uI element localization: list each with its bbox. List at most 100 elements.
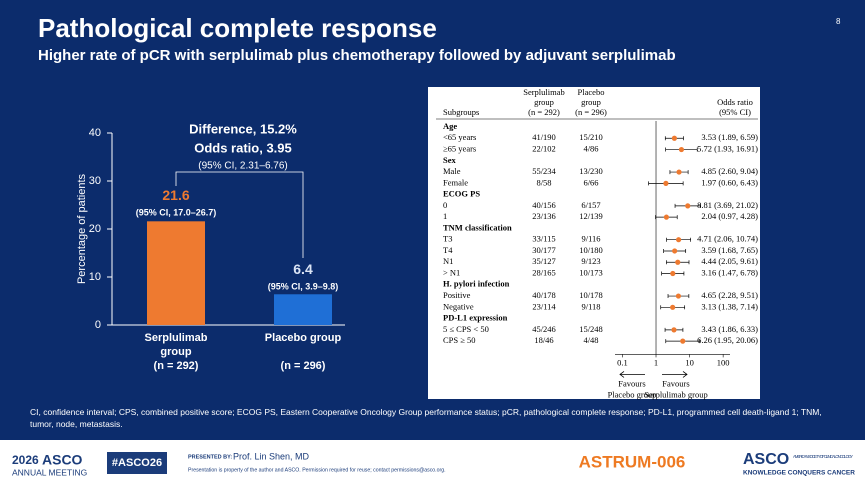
point xyxy=(675,259,681,265)
y-tick-label: 20 xyxy=(89,223,101,235)
x-tick-label: 10 xyxy=(685,357,694,367)
row-label: Negative xyxy=(443,301,474,311)
odds-ratio-text: 4.71 (2.06, 10.74) xyxy=(697,234,758,244)
point xyxy=(670,270,676,277)
category-label: Serplulimab group xyxy=(144,332,208,358)
category-note: (n = 296) xyxy=(280,360,326,372)
count: 4/86 xyxy=(583,143,598,153)
org-name: ASCO xyxy=(743,451,789,468)
favours-arrow xyxy=(619,371,645,378)
point xyxy=(671,135,678,141)
row-label: Positive xyxy=(443,290,471,300)
count: 18/46 xyxy=(534,335,553,345)
value-label: 6.4 xyxy=(293,261,313,277)
y-tick-label: 40 xyxy=(89,127,101,139)
column-header: group xyxy=(534,97,554,107)
value-note: (95% CI, 3.9–9.8) xyxy=(268,282,339,292)
count: 15/248 xyxy=(579,324,603,334)
favours-label: Serplulimab group xyxy=(644,389,708,399)
study-name: ASTRUM-006 xyxy=(579,452,686,471)
count: 23/114 xyxy=(532,301,556,311)
forest-panel xyxy=(428,87,760,399)
odds-ratio-text: 4.65 (2.28, 9.51) xyxy=(701,290,758,300)
column-header: Subgroups xyxy=(443,107,479,117)
point xyxy=(676,237,682,243)
group-label: PD-L1 expression xyxy=(443,313,508,323)
title: Pathological complete response xyxy=(38,13,437,43)
column-header: Serplulimab xyxy=(523,87,565,97)
annotation: Difference, 15.2% xyxy=(189,121,297,136)
column-header: (n = 292) xyxy=(528,107,560,117)
count: 22/102 xyxy=(532,143,556,153)
odds-ratio-text: 4.85 (2.60, 9.04) xyxy=(701,166,758,176)
bar xyxy=(147,221,205,325)
count: 10/178 xyxy=(579,290,603,300)
count: 9/116 xyxy=(581,234,600,244)
group-label: ECOG PS xyxy=(443,189,480,199)
column-header: Placebo xyxy=(578,87,605,97)
favours-label: Favours xyxy=(662,378,689,388)
row-label: T4 xyxy=(443,245,453,255)
odds-ratio-text: 1.97 (0.60, 6.43) xyxy=(701,177,758,187)
count: 30/177 xyxy=(532,245,556,255)
count: 40/156 xyxy=(532,200,556,210)
row-label: ≥65 years xyxy=(443,143,476,153)
bracket xyxy=(175,171,304,258)
presenter: Prof. Lin Shen, MD xyxy=(233,451,310,461)
y-tick-label: 0 xyxy=(95,319,101,331)
odds-ratio-text: 8.81 (3.69, 21.02) xyxy=(697,200,758,210)
point xyxy=(675,293,682,299)
odds-ratio-text: 3.16 (1.47, 6.78) xyxy=(701,267,758,277)
y-axis-label: Percentage of patients xyxy=(76,173,88,284)
column-header: Odds ratio xyxy=(717,97,753,107)
x-tick-label: 100 xyxy=(717,357,730,367)
group-label: H. pylori infection xyxy=(443,279,510,289)
row-label: N1 xyxy=(443,256,453,266)
count: 4/48 xyxy=(583,335,598,345)
count: 6/66 xyxy=(583,177,598,187)
group-label: Sex xyxy=(443,155,457,165)
odds-ratio-text: 3.53 (1.89, 6.59) xyxy=(701,132,758,142)
count: 8/58 xyxy=(536,177,551,187)
row-label: 0 xyxy=(443,200,447,210)
count: 10/180 xyxy=(579,245,603,255)
odds-ratio-text: 6.26 (1.95, 20.06) xyxy=(697,335,758,345)
odds-ratio-text: 2.04 (0.97, 4.28) xyxy=(701,211,758,221)
column-header: (95% CI) xyxy=(719,107,751,117)
row-label: 1 xyxy=(443,211,447,221)
count: 15/210 xyxy=(579,132,603,142)
odds-ratio-text: 5.72 (1.93, 16.91) xyxy=(697,143,758,153)
count: 23/136 xyxy=(532,211,556,221)
odds-ratio-text: 4.44 (2.05, 9.61) xyxy=(701,256,758,266)
column-header: (n = 296) xyxy=(575,107,607,117)
meeting-sub: ANNUAL MEETING xyxy=(12,467,87,477)
column-header: group xyxy=(581,97,601,107)
hashtag: #ASCO26 xyxy=(112,457,162,469)
count: 41/190 xyxy=(532,132,556,142)
footnote: CI, confidence interval; CPS, combined p… xyxy=(30,407,822,429)
point xyxy=(663,180,669,186)
y-tick-label: 10 xyxy=(89,271,101,283)
count: 40/178 xyxy=(532,290,556,300)
row-label: CPS ≥ 50 xyxy=(443,335,476,345)
meeting-name: ASCO xyxy=(42,452,83,468)
disclaimer: Presentation is property of the author a… xyxy=(188,467,446,473)
odds-ratio-text: 3.59 (1.68, 7.65) xyxy=(701,245,758,255)
value-note: (95% CI, 17.0–26.7) xyxy=(136,208,217,218)
y-tick-label: 30 xyxy=(89,175,101,187)
count: 45/246 xyxy=(532,324,556,334)
count: 10/173 xyxy=(579,267,603,277)
category-note: (n = 292) xyxy=(153,360,199,372)
value-label: 21.6 xyxy=(162,187,189,203)
point xyxy=(685,203,691,209)
count: 55/234 xyxy=(532,166,556,176)
x-tick-label: 0.1 xyxy=(617,357,628,367)
point xyxy=(670,304,676,310)
row-label: Female xyxy=(443,177,468,187)
row-label: Male xyxy=(443,166,461,176)
bar xyxy=(274,294,332,325)
odds-ratio-text: 3.43 (1.86, 6.33) xyxy=(701,324,758,334)
x-tick-label: 1 xyxy=(654,357,658,367)
count: 9/118 xyxy=(581,301,600,311)
